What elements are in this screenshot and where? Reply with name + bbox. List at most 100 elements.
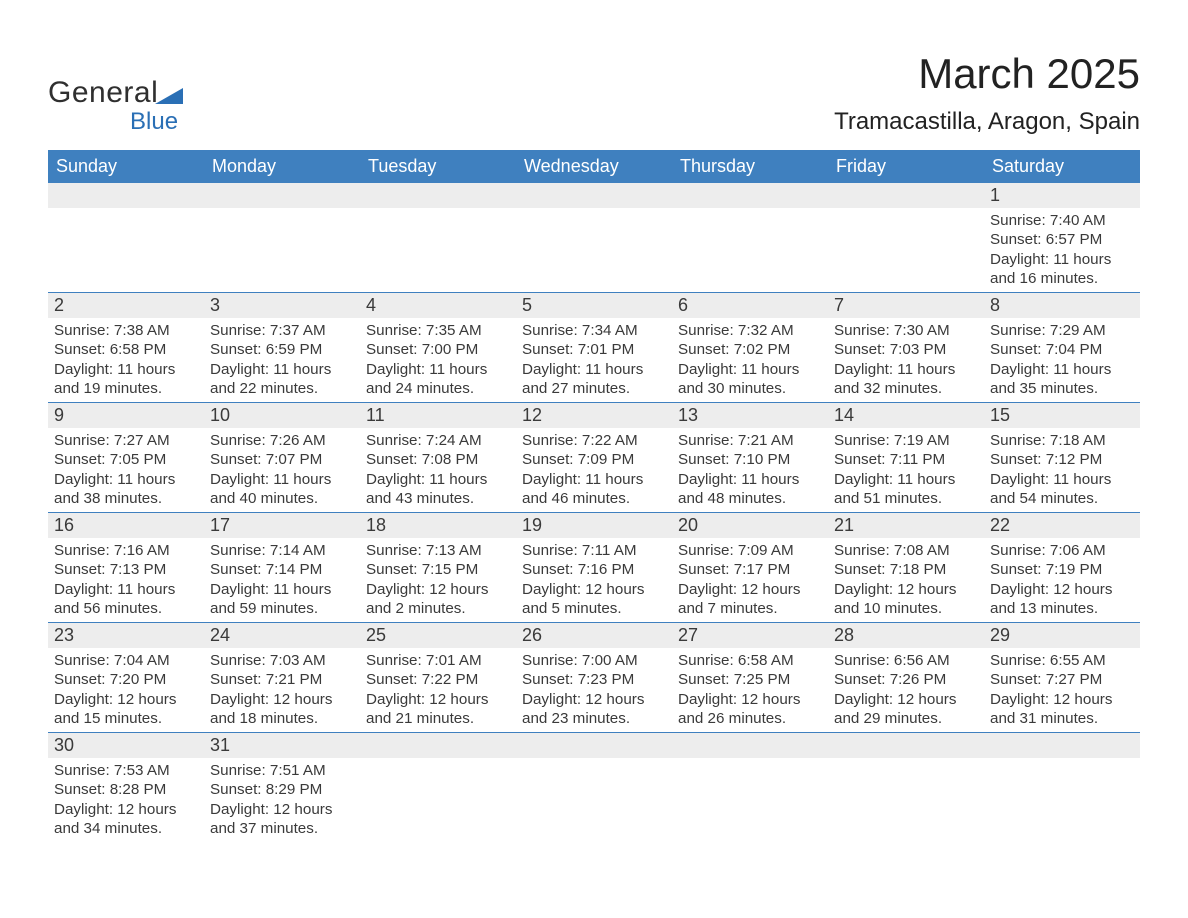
day-number: 22 — [984, 512, 1140, 538]
sunrise-text: Sunrise: 7:08 AM — [834, 541, 978, 560]
sunrise-text: Sunrise: 7:35 AM — [366, 321, 510, 340]
sunrise-text: Sunrise: 6:55 AM — [990, 651, 1134, 670]
daylight-text: Daylight: 12 hours — [54, 800, 198, 819]
day-details: Sunrise: 7:03 AMSunset: 7:21 PMDaylight:… — [204, 648, 360, 732]
daylight-text-2: and 10 minutes. — [834, 599, 978, 618]
sunset-text: Sunset: 7:09 PM — [522, 450, 666, 469]
sunset-text: Sunset: 7:20 PM — [54, 670, 198, 689]
day-details: Sunrise: 7:09 AMSunset: 7:17 PMDaylight:… — [672, 538, 828, 622]
calendar-header: Sunday Monday Tuesday Wednesday Thursday… — [48, 150, 1140, 183]
sunset-text: Sunset: 7:21 PM — [210, 670, 354, 689]
day-details — [828, 758, 984, 842]
sunrise-text: Sunrise: 7:18 AM — [990, 431, 1134, 450]
day-content-row: Sunrise: 7:40 AMSunset: 6:57 PMDaylight:… — [48, 208, 1140, 292]
sunset-text: Sunset: 8:28 PM — [54, 780, 198, 799]
sunset-text: Sunset: 7:04 PM — [990, 340, 1134, 359]
sunset-text: Sunset: 7:23 PM — [522, 670, 666, 689]
sunrise-text: Sunrise: 7:40 AM — [990, 211, 1134, 230]
weekday-heading: Monday — [204, 150, 360, 183]
sunset-text: Sunset: 7:10 PM — [678, 450, 822, 469]
day-number: 14 — [828, 402, 984, 428]
sunset-text: Sunset: 7:18 PM — [834, 560, 978, 579]
sunset-text: Sunset: 7:14 PM — [210, 560, 354, 579]
daylight-text: Daylight: 11 hours — [210, 360, 354, 379]
daylight-text: Daylight: 11 hours — [54, 360, 198, 379]
daylight-text-2: and 13 minutes. — [990, 599, 1134, 618]
weekday-heading: Tuesday — [360, 150, 516, 183]
sunrise-text: Sunrise: 7:38 AM — [54, 321, 198, 340]
daylight-text: Daylight: 11 hours — [834, 360, 978, 379]
day-details: Sunrise: 7:04 AMSunset: 7:20 PMDaylight:… — [48, 648, 204, 732]
sunset-text: Sunset: 7:26 PM — [834, 670, 978, 689]
day-number: 17 — [204, 512, 360, 538]
day-number — [828, 732, 984, 758]
day-details: Sunrise: 7:40 AMSunset: 6:57 PMDaylight:… — [984, 208, 1140, 292]
weekday-heading: Sunday — [48, 150, 204, 183]
day-number: 9 — [48, 402, 204, 428]
day-details — [204, 208, 360, 292]
day-details: Sunrise: 7:34 AMSunset: 7:01 PMDaylight:… — [516, 318, 672, 402]
day-number: 18 — [360, 512, 516, 538]
sunset-text: Sunset: 6:58 PM — [54, 340, 198, 359]
sunset-text: Sunset: 8:29 PM — [210, 780, 354, 799]
daylight-text: Daylight: 12 hours — [522, 580, 666, 599]
day-number — [516, 183, 672, 208]
weekday-heading: Friday — [828, 150, 984, 183]
daynum-strip: 9101112131415 — [48, 402, 1140, 428]
sunrise-text: Sunrise: 7:27 AM — [54, 431, 198, 450]
daylight-text: Daylight: 12 hours — [990, 580, 1134, 599]
daylight-text-2: and 23 minutes. — [522, 709, 666, 728]
day-details: Sunrise: 7:32 AMSunset: 7:02 PMDaylight:… — [672, 318, 828, 402]
day-details — [672, 758, 828, 842]
sunrise-text: Sunrise: 7:16 AM — [54, 541, 198, 560]
day-details — [516, 208, 672, 292]
daylight-text: Daylight: 11 hours — [522, 470, 666, 489]
day-content-row: Sunrise: 7:16 AMSunset: 7:13 PM Daylight:… — [48, 538, 1140, 622]
day-details: Sunrise: 7:51 AMSunset: 8:29 PMDaylight:… — [204, 758, 360, 842]
sunset-text: Sunset: 7:13 PM — [54, 560, 198, 579]
weekday-heading: Saturday — [984, 150, 1140, 183]
sunrise-text: Sunrise: 7:03 AM — [210, 651, 354, 670]
day-number: 12 — [516, 402, 672, 428]
sunrise-text: Sunrise: 7:26 AM — [210, 431, 354, 450]
day-details: Sunrise: 7:06 AMSunset: 7:19 PMDaylight:… — [984, 538, 1140, 622]
day-details: Sunrise: 6:55 AMSunset: 7:27 PMDaylight:… — [984, 648, 1140, 732]
daylight-text-2: and 43 minutes. — [366, 489, 510, 508]
daylight-text-2: and 16 minutes. — [990, 269, 1134, 288]
sunrise-text: Sunrise: 7:53 AM — [54, 761, 198, 780]
day-number: 20 — [672, 512, 828, 538]
day-details: Sunrise: 7:11 AMSunset: 7:16 PMDaylight:… — [516, 538, 672, 622]
day-number — [828, 183, 984, 208]
day-number — [516, 732, 672, 758]
sunset-text: Sunset: 7:01 PM — [522, 340, 666, 359]
day-details: Sunrise: 7:37 AMSunset: 6:59 PMDaylight:… — [204, 318, 360, 402]
day-details: Sunrise: 7:35 AMSunset: 7:00 PMDaylight:… — [360, 318, 516, 402]
day-details: Sunrise: 7:53 AMSunset: 8:28 PMDaylight:… — [48, 758, 204, 842]
daylight-text: Daylight: 12 hours — [366, 690, 510, 709]
day-number: 6 — [672, 292, 828, 318]
day-number: 15 — [984, 402, 1140, 428]
day-details: Sunrise: 7:00 AMSunset: 7:23 PMDaylight:… — [516, 648, 672, 732]
day-details — [360, 208, 516, 292]
day-number — [360, 732, 516, 758]
sunrise-text: Sunrise: 7:30 AM — [834, 321, 978, 340]
day-number: 30 — [48, 732, 204, 758]
sunset-text: Sunset: 7:00 PM — [366, 340, 510, 359]
daylight-text-2: and 30 minutes. — [678, 379, 822, 398]
day-details: Sunrise: 7:22 AMSunset: 7:09 PMDaylight:… — [516, 428, 672, 512]
daylight-text: Daylight: 12 hours — [54, 690, 198, 709]
sunrise-text: Sunrise: 7:34 AM — [522, 321, 666, 340]
calendar-table: Sunday Monday Tuesday Wednesday Thursday… — [48, 150, 1140, 842]
logo-triangle-icon — [155, 80, 185, 114]
day-number — [672, 183, 828, 208]
daylight-text-2: and 35 minutes. — [990, 379, 1134, 398]
sunset-text: Sunset: 7:19 PM — [990, 560, 1134, 579]
sunrise-text: Sunrise: 7:37 AM — [210, 321, 354, 340]
logo-word-general: General — [48, 76, 158, 109]
day-details: Sunrise: 7:16 AMSunset: 7:13 PMDaylight:… — [48, 538, 204, 622]
daylight-text-2: and 27 minutes. — [522, 379, 666, 398]
sunrise-text: Sunrise: 7:24 AM — [366, 431, 510, 450]
day-number: 26 — [516, 622, 672, 648]
sunset-text: Sunset: 7:27 PM — [990, 670, 1134, 689]
daylight-text-2: and 5 minutes. — [522, 599, 666, 618]
